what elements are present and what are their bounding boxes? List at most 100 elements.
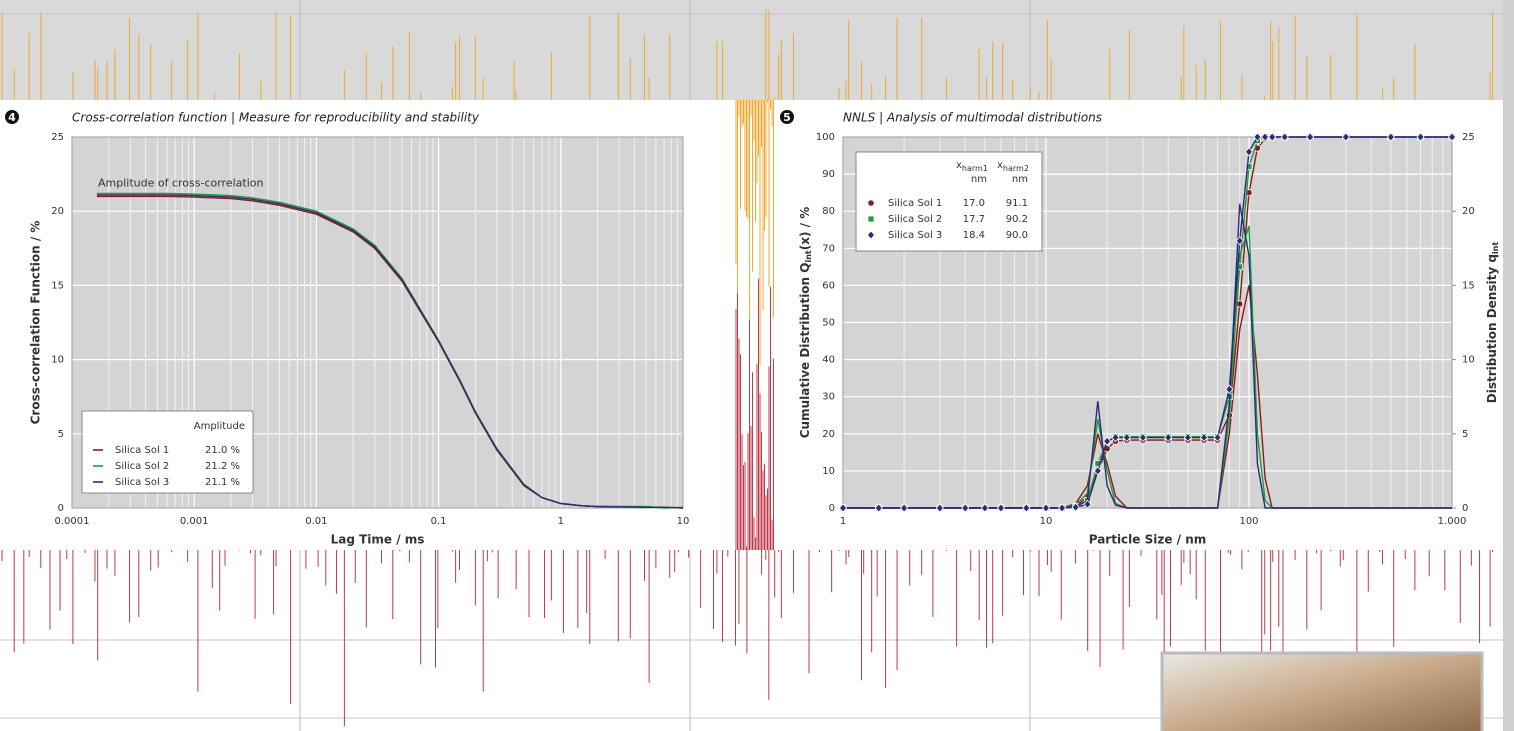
y-tick-label: 40 <box>822 355 835 366</box>
legend-box <box>81 410 254 494</box>
legend-label: Silica Sol 3 <box>888 230 942 241</box>
label-part: (x) / % <box>798 207 812 250</box>
marker <box>1235 236 1244 246</box>
legend-value: 17.7 <box>963 214 985 225</box>
y-axis-label: Cumulative Distribution Qint(x) / % <box>798 207 813 438</box>
legend-header: Amplitude <box>194 421 245 432</box>
marker <box>1341 132 1350 142</box>
marker <box>1022 503 1031 513</box>
legend-label: Silica Sol 1 <box>115 445 169 456</box>
legend-marker <box>867 199 875 207</box>
side-band <box>1503 0 1514 731</box>
marker <box>1225 384 1234 394</box>
legend-marker <box>867 215 875 223</box>
marker <box>1199 432 1208 443</box>
marker <box>1071 502 1080 512</box>
marker <box>1447 132 1457 142</box>
y-tick-label: 25 <box>51 132 64 143</box>
y-tick-label: 90 <box>822 169 835 180</box>
marker <box>1041 503 1051 513</box>
badge-number: 4 <box>8 111 16 124</box>
subscript: int <box>804 250 813 262</box>
chart: 4 Cross-correlation function | Measure fo… <box>5 110 689 547</box>
legend-value: 21.1 % <box>205 477 240 488</box>
legend-value: 17.0 <box>963 198 985 209</box>
y-tick-label: 0 <box>58 503 64 514</box>
top-band <box>0 0 1514 100</box>
subscript: int <box>1491 242 1500 254</box>
marker <box>1093 466 1102 476</box>
x-axis-label: Lag Time / ms <box>331 533 425 547</box>
y-tick-label: 5 <box>58 429 64 440</box>
x-tick-label: 0.001 <box>180 516 209 527</box>
marker <box>1244 147 1254 157</box>
label-part: Cumulative Distribution Q <box>798 263 812 439</box>
legend-label: Silica Sol 2 <box>888 214 942 225</box>
y-tick-label: 70 <box>822 243 835 254</box>
annotation: Amplitude of cross-correlation <box>98 176 264 189</box>
label-part: x <box>956 160 962 171</box>
y2-axis-label: Distribution Density qint <box>1485 242 1500 404</box>
y-tick-label: 20 <box>822 429 835 440</box>
marker <box>1416 132 1425 142</box>
chart-title: Cross-correlation function | Measure for… <box>72 111 480 125</box>
y-tick-label: 0 <box>829 503 835 514</box>
x-tick-label: 100 <box>1239 516 1258 527</box>
marker <box>1245 163 1253 171</box>
marker <box>1183 432 1192 443</box>
badge <box>5 110 19 124</box>
legend-value: 91.1 <box>1006 198 1028 209</box>
marker <box>838 503 848 513</box>
y-axis-label: Cross-correlation Function / % <box>29 221 43 425</box>
badge <box>780 110 794 124</box>
marker <box>1261 132 1270 142</box>
legend-unit: nm <box>1012 174 1028 185</box>
legend-value: 90.0 <box>1006 230 1028 241</box>
label-part: Distribution Density q <box>1485 254 1499 403</box>
y-tick-label: 10 <box>822 466 835 477</box>
marker <box>1280 132 1289 142</box>
legend-header: xharm1 <box>956 160 988 173</box>
y-tick-label: 30 <box>822 392 835 403</box>
y2-tick-label: 10 <box>1462 355 1475 366</box>
marker <box>1213 432 1222 443</box>
x-tick-label: 10 <box>677 516 690 527</box>
marker <box>935 503 944 513</box>
marker <box>980 503 989 513</box>
y2-tick-label: 25 <box>1462 132 1475 143</box>
x-tick-label: 1 <box>840 516 846 527</box>
legend-marker <box>866 230 876 240</box>
y-tick-label: 15 <box>51 280 64 291</box>
plot-frame <box>71 136 684 509</box>
marker <box>1386 132 1395 142</box>
y-tick-label: 10 <box>51 355 64 366</box>
charts: 4 Cross-correlation function | Measure fo… <box>5 110 1500 547</box>
badge-number: 5 <box>783 111 791 124</box>
y2-tick-label: 0 <box>1462 503 1468 514</box>
x-tick-label: 0.01 <box>305 516 327 527</box>
chart: 5 NNLS | Analysis of multimodal distribut… <box>780 110 1500 547</box>
photo <box>1160 651 1484 731</box>
marker <box>1164 432 1173 443</box>
x-tick-label: 0.0001 <box>55 516 90 527</box>
marker <box>1268 132 1277 142</box>
marker <box>1103 436 1112 446</box>
y2-tick-label: 5 <box>1462 429 1468 440</box>
subscript: harm2 <box>1003 164 1029 173</box>
marker <box>961 503 970 513</box>
x-tick-label: 10 <box>1040 516 1053 527</box>
marker <box>996 503 1005 513</box>
marker <box>874 503 883 513</box>
marker <box>1058 503 1067 513</box>
y-tick-label: 100 <box>816 132 835 143</box>
y2-tick-label: 15 <box>1462 280 1475 291</box>
x-tick-label: 0.1 <box>431 516 447 527</box>
marker <box>1111 432 1120 443</box>
y-tick-label: 50 <box>822 318 835 329</box>
label-part: x <box>997 160 1003 171</box>
y2-tick-label: 20 <box>1462 206 1475 217</box>
legend-value: 90.2 <box>1006 214 1028 225</box>
marker <box>1083 499 1092 509</box>
